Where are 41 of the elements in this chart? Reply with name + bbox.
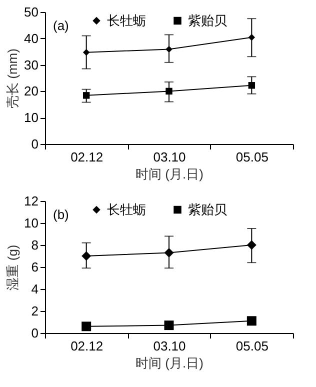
- point: [248, 82, 256, 89]
- y-tick-label: 12: [24, 194, 38, 208]
- point: [164, 320, 174, 330]
- annotation: (a): [53, 18, 69, 33]
- point: [246, 240, 256, 250]
- x-tick-label: 03.10: [153, 150, 186, 164]
- legend-label: 长牡蛎: [107, 202, 146, 217]
- x-tick-label: 05.05: [236, 338, 268, 354]
- legend-label: 长牡蛎: [107, 12, 146, 28]
- point: [82, 322, 92, 332]
- y-tick-label: 2: [31, 304, 38, 318]
- y-tick-label: 20: [24, 84, 38, 99]
- y-tick-label: 40: [24, 30, 38, 46]
- point: [246, 316, 256, 326]
- x-tick-label: 02.12: [70, 338, 104, 354]
- y-tick-label: 50: [24, 4, 38, 20]
- y-tick-label: 10: [24, 110, 38, 126]
- point: [166, 88, 172, 95]
- y-tick-label: 30: [24, 57, 38, 72]
- y-tick-label: 10: [24, 216, 38, 230]
- y-tick-label: 0: [31, 136, 38, 152]
- y-axis-title: 湿重 (g): [5, 244, 20, 290]
- point: [82, 49, 90, 56]
- x-axis-title: 时间 (月.日): [136, 166, 204, 182]
- x-tick-label: 05.05: [236, 150, 268, 164]
- y-tick-label: 8: [31, 238, 38, 252]
- point: [82, 92, 90, 99]
- y-tick-label: 4: [31, 282, 38, 296]
- x-tick-label: 03.10: [153, 338, 186, 354]
- point: [82, 251, 92, 261]
- y-tick-label: 0: [31, 326, 38, 340]
- legend-label: 紫贻贝: [188, 12, 227, 28]
- point: [164, 248, 174, 258]
- point: [248, 34, 256, 41]
- y-tick-label: 6: [31, 260, 38, 274]
- y-axis-title: 壳长 (mm): [5, 48, 20, 108]
- x-tick-label: 02.12: [70, 150, 104, 164]
- annotation: (b): [53, 207, 69, 222]
- x-axis-title: 时间 (月.日): [136, 356, 204, 370]
- point: [166, 46, 172, 53]
- legend-label: 紫贻贝: [188, 202, 227, 217]
